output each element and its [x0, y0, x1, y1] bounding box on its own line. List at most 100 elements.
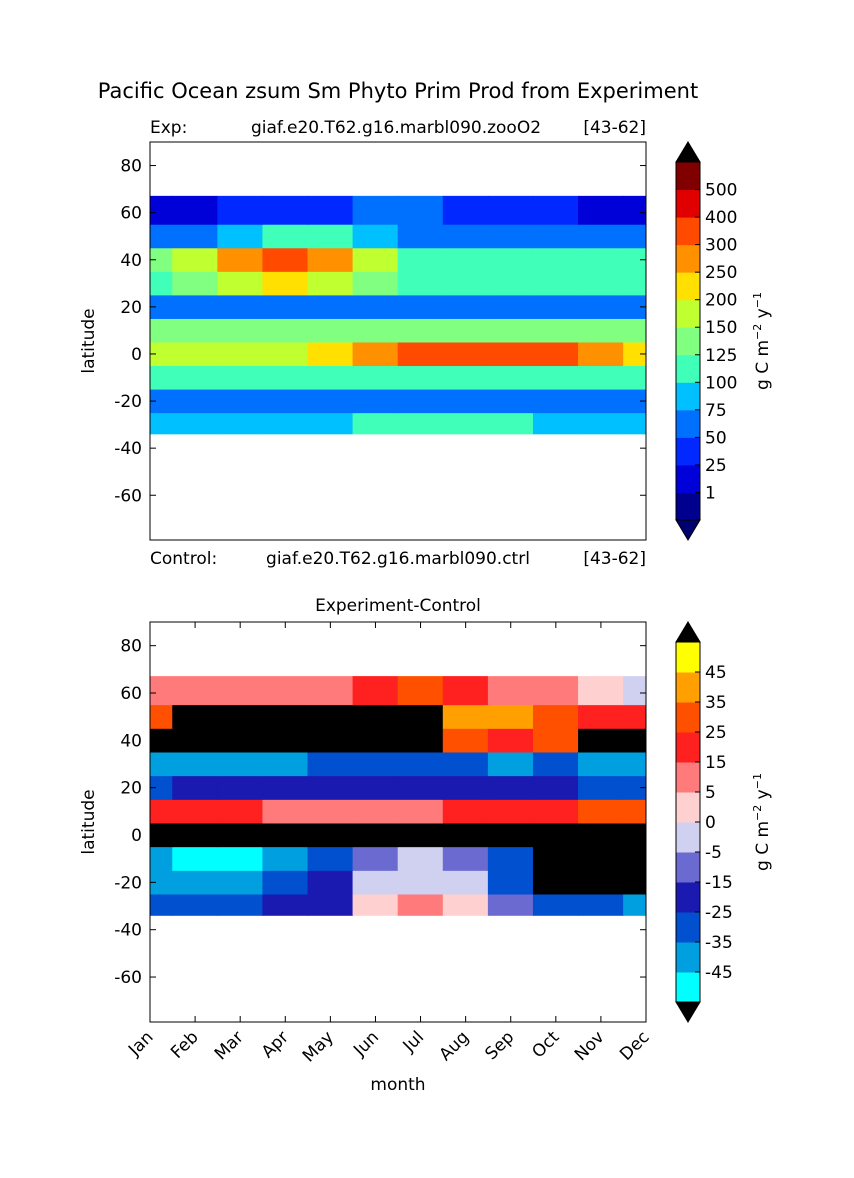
contour-cell [487, 822, 534, 848]
contour-cell [217, 294, 264, 319]
contour-cell [623, 318, 647, 343]
contour-cell [578, 893, 624, 916]
contour-cell [172, 728, 218, 753]
contour-cell [532, 365, 579, 390]
contour-cell [487, 318, 534, 343]
contour-cell [172, 294, 218, 319]
contour-cell [172, 341, 218, 367]
contour-cell [262, 247, 309, 272]
contour-cell [262, 846, 309, 871]
contour-cell [623, 846, 647, 871]
contour-cell [149, 676, 173, 706]
colorbar-segment [676, 942, 700, 973]
colorbar-label-part: −2 [751, 805, 764, 821]
contour-cell [352, 799, 399, 824]
contour-cell [217, 271, 264, 296]
x-axis-label: month [370, 1075, 425, 1095]
contour-cell [172, 224, 218, 249]
y-tick-label: 60 [120, 684, 142, 704]
contour-cell [578, 870, 624, 895]
contour-cell [172, 893, 218, 916]
contour-cell [262, 704, 309, 729]
contour-cell [217, 388, 264, 414]
contour-cell [578, 728, 624, 753]
contour-cell [397, 195, 444, 225]
contour-cell [487, 676, 534, 706]
contour-cell [532, 704, 579, 729]
contour-cell [172, 365, 218, 390]
contour-cell [307, 870, 354, 895]
contour-cell [262, 676, 309, 706]
colorbar-tick-label: 5 [705, 783, 716, 803]
contour-cell [149, 846, 173, 871]
contour-cell [578, 412, 624, 435]
contour-cell [172, 271, 218, 296]
contour-cell [487, 195, 534, 225]
contour-cell [172, 195, 218, 225]
contour-cell [352, 341, 399, 367]
control-name: giaf.e20.T62.g16.marbl090.ctrl [266, 549, 530, 569]
contour-cell [172, 412, 218, 435]
contour-cell [149, 704, 173, 729]
contour-cell [262, 318, 309, 343]
contour-cell [307, 893, 354, 916]
colorbar-frame [675, 161, 701, 521]
contour-cell [307, 318, 354, 343]
contour-cell [172, 704, 218, 729]
contour-cell [262, 775, 309, 800]
contour-cell [217, 822, 264, 848]
contour-cell [262, 412, 309, 435]
contour-cell [262, 294, 309, 319]
contour-cell [578, 751, 624, 777]
contour-cell [397, 822, 444, 848]
contour-cell [442, 893, 489, 916]
contour-cell [307, 388, 354, 414]
contour-cell [532, 388, 579, 414]
contour-cell [352, 271, 399, 296]
contour-cell [532, 822, 579, 848]
contour-cell [487, 341, 534, 367]
contour-cell [442, 388, 489, 414]
contour-cell [217, 224, 264, 249]
contour-cell [532, 271, 579, 296]
contour-cell [487, 294, 534, 319]
contour-cell [217, 751, 264, 777]
contour-cell [352, 893, 399, 916]
contour-cell [442, 728, 489, 753]
contour-cell [307, 704, 354, 729]
colorbar-segment [676, 822, 700, 853]
colorbar-tick-label: 125 [705, 346, 737, 366]
contour-cell [149, 799, 173, 824]
contour-cell [307, 271, 354, 296]
contour-cell [262, 822, 309, 848]
contour-cell [217, 412, 264, 435]
contour-cell [262, 893, 309, 916]
contour-cell [623, 704, 647, 729]
y-tick-label: 20 [120, 298, 142, 318]
contour-cell [487, 728, 534, 753]
colorbar-tick-label: 75 [705, 401, 727, 421]
contour-cell [262, 799, 309, 824]
contour-cell [352, 676, 399, 706]
contour-cell [442, 341, 489, 367]
contour-cell [487, 751, 534, 777]
colorbar-segment [676, 354, 700, 383]
colorbar-tick-label: 250 [705, 263, 737, 283]
colorbar-segment [676, 437, 700, 466]
contour-cell [397, 294, 444, 319]
contour-cell [532, 294, 579, 319]
y-tick-label: -40 [114, 439, 142, 459]
contour-cell [578, 341, 624, 367]
contour-cell [352, 751, 399, 777]
contour-cell [217, 846, 264, 871]
contour-cell [397, 846, 444, 871]
contour-cell [397, 224, 444, 249]
contour-cell [149, 195, 173, 225]
colorbar-tick-label: 25 [705, 723, 727, 743]
y-tick-label: -20 [114, 873, 142, 893]
contour-cell [578, 704, 624, 729]
contour-cell [487, 846, 534, 871]
contour-cell [217, 676, 264, 706]
contour-cell [217, 775, 264, 800]
colorbar-segment [676, 852, 700, 883]
